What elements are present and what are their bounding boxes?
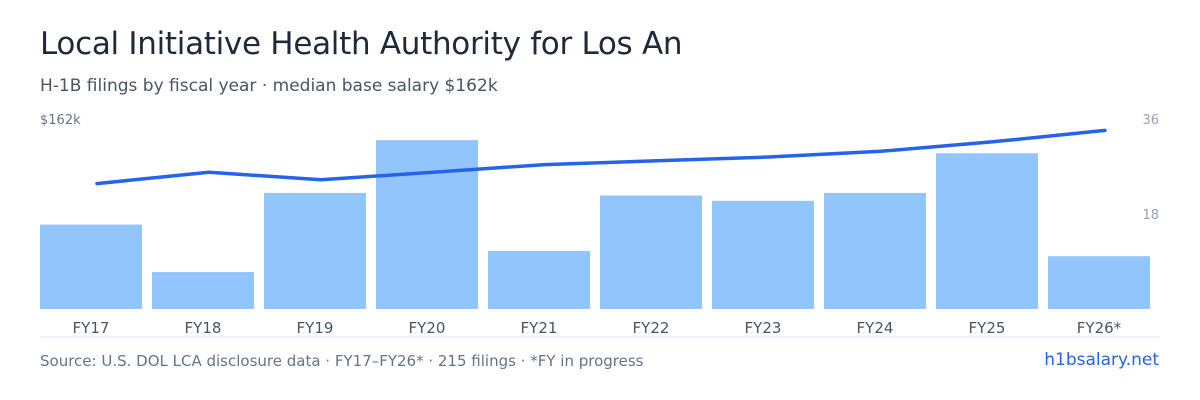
bar-fy19 [264, 192, 366, 309]
chart-title: Local Initiative Health Authority for Lo… [40, 26, 683, 62]
right-axis-tick: 18 [1142, 208, 1159, 223]
brand-link[interactable]: h1bsalary.net [1044, 350, 1159, 370]
right-axis-tick: 36 [1142, 113, 1159, 128]
bar-fy22 [600, 195, 702, 309]
bar-fy25 [936, 153, 1038, 309]
bar-fy17 [40, 224, 142, 309]
x-tick-label: FY22 [633, 319, 670, 337]
x-tick-label: FY21 [521, 319, 558, 337]
bar-fy26-partial [1048, 256, 1150, 309]
bar-fy18 [152, 272, 254, 309]
bar-fy20 [376, 140, 478, 309]
x-tick-label: FY25 [969, 319, 1006, 337]
x-tick-label: FY19 [297, 319, 334, 337]
footer-source: Source: U.S. DOL LCA disclosure data · F… [40, 352, 644, 370]
x-tick-label: FY18 [185, 319, 222, 337]
chart-subtitle: H-1B filings by fiscal year · median bas… [40, 76, 498, 96]
salary-line [95, 128, 1107, 186]
bar-fy24 [824, 192, 926, 309]
x-tick-label: FY24 [857, 319, 894, 337]
bar-fy23 [712, 200, 814, 309]
x-tick-label: FY26* [1077, 319, 1122, 337]
x-tick-label: FY17 [73, 319, 110, 337]
bar-fy21 [488, 250, 590, 309]
x-tick-label: FY23 [745, 319, 782, 337]
x-tick-label: FY20 [409, 319, 446, 337]
left-axis-tick: $162k [40, 113, 81, 128]
